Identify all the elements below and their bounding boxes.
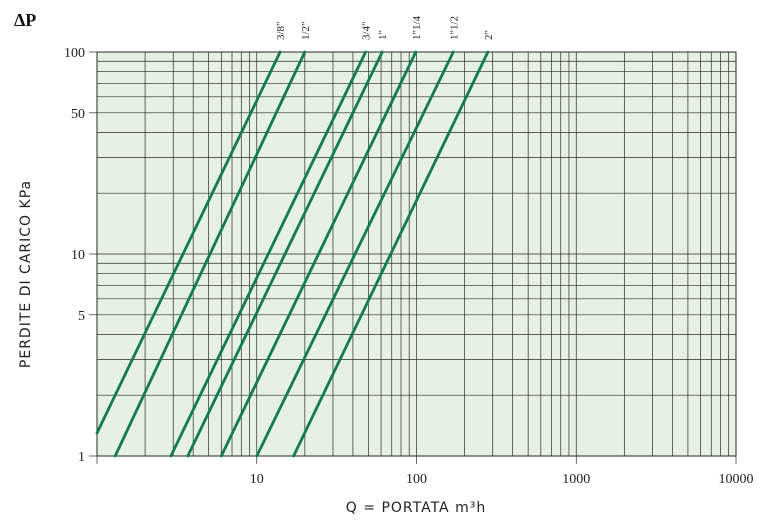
- x-axis-ticks: 10 100 1000 10000: [96, 456, 754, 487]
- series-label: 1"1/4: [411, 15, 423, 40]
- y-axis-title: PERDITE DI CARICO KPa: [18, 180, 34, 368]
- series-label: 1/2": [300, 21, 312, 40]
- series-label: 1": [377, 30, 389, 40]
- series-label: 3/4": [361, 21, 373, 40]
- series-line: [292, 50, 490, 458]
- y-tick-label: 100: [64, 46, 85, 61]
- x-axis-title: Q = PORTATA m³h: [346, 500, 486, 516]
- series-line: [113, 50, 307, 458]
- x-tick-label: 10000: [719, 472, 754, 487]
- series-line: [169, 50, 368, 458]
- series-group: [95, 50, 490, 458]
- series-labels: 3/8" 1/2" 3/4" 1" 1"1/4 1"1/2 2": [275, 15, 495, 40]
- series-line: [255, 50, 455, 458]
- series-label: 1"1/2: [448, 16, 460, 40]
- series-line: [186, 50, 384, 458]
- series-line: [95, 50, 282, 435]
- x-tick-label: 100: [406, 472, 427, 487]
- series-line: [219, 50, 418, 458]
- delta-p-label: ΔP: [14, 10, 36, 30]
- series-label: 2": [483, 30, 495, 40]
- y-tick-label: 5: [78, 309, 85, 324]
- x-tick-label: 1000: [562, 472, 590, 487]
- y-tick-label: 1: [78, 450, 85, 465]
- y-axis-ticks: 1 5 10 50 100: [64, 46, 97, 465]
- y-tick-label: 10: [71, 248, 85, 263]
- series-label: 3/8": [275, 21, 287, 40]
- y-tick-label: 50: [71, 107, 85, 122]
- grid: [97, 52, 736, 456]
- x-tick-label: 10: [250, 472, 264, 487]
